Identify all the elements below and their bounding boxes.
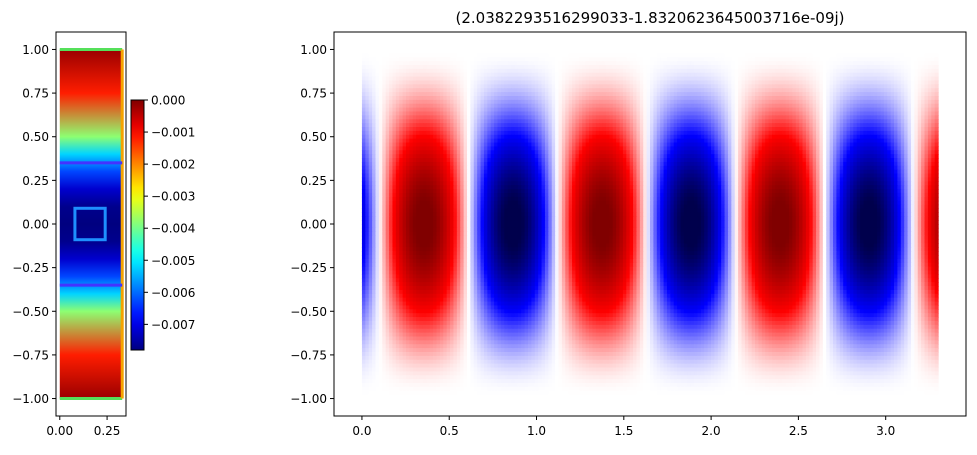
left-ytick-label: 0.50 (22, 130, 49, 144)
field-cell (935, 108, 939, 112)
field-cell (935, 96, 939, 100)
field-cell (935, 53, 939, 57)
left-ytick-label: 0.00 (22, 218, 49, 232)
field-cell (935, 57, 939, 61)
left-ytick-label: 0.75 (22, 87, 49, 101)
field-cell (935, 49, 939, 53)
field-cell (935, 143, 939, 147)
field-cell (935, 92, 939, 96)
field-cell (935, 115, 939, 119)
left-ytick-label: −0.75 (12, 348, 49, 362)
field-cell (935, 146, 939, 150)
field-cell (935, 100, 939, 104)
field-cell (935, 158, 939, 162)
left-y-axis: 1.00 0.75 0.50 0.25 0.00 −0.25 −0.50 −0.75 −1.00 (12, 43, 56, 406)
left-ytick-label: −1.00 (12, 392, 49, 406)
field-cell (935, 69, 939, 73)
colorbar-tick-label: −0.007 (151, 318, 195, 332)
colorbar-tick-label: 0.000 (151, 94, 185, 108)
field-cell (935, 127, 939, 131)
colorbar-tick-label: −0.005 (151, 254, 195, 268)
field-cell (935, 84, 939, 88)
field-cell (935, 77, 939, 81)
colorbar-tick-label: −0.002 (151, 158, 195, 172)
colorbar-tick-label: −0.001 (151, 126, 195, 140)
colorbar-tick-label: −0.003 (151, 190, 195, 204)
right-subplot: (2.0382293516299033-1.8320623645003716e-… (290, 9, 966, 438)
field-cell (935, 150, 939, 154)
colorbar-ticks: 0.000 −0.001 −0.002 −0.003 −0.004 −0.005 −0.00… (144, 94, 195, 332)
colorbar-tick-label: −0.006 (151, 286, 195, 300)
field-cell (935, 104, 939, 108)
left-ytick-label: 1.00 (22, 43, 49, 57)
left-xtick-label: 0.00 (46, 424, 73, 438)
left-subplot: 1.00 0.75 0.50 0.25 0.00 −0.25 −0.50 −0.75 −1.00… (12, 32, 126, 438)
field-cell (935, 123, 939, 127)
field-cell (935, 131, 939, 135)
left-x-axis: 0.00 0.25 (46, 416, 120, 438)
field-cell (935, 65, 939, 69)
field-cell (935, 61, 939, 65)
left-field-heatmap (60, 49, 122, 398)
field-cell (935, 139, 939, 143)
colorbar: 0.000 −0.001 −0.002 −0.003 −0.004 −0.005 −0.00… (131, 94, 195, 351)
colorbar-gradient (131, 100, 144, 350)
field-cell (935, 112, 939, 116)
left-ytick-label: −0.25 (12, 261, 49, 275)
left-xtick-label: 0.25 (94, 424, 121, 438)
field-cell (935, 119, 939, 123)
field-cell (935, 80, 939, 84)
field-cell (935, 88, 939, 92)
right-field-heatmap (362, 49, 939, 399)
colorbar-tick-label: −0.004 (151, 222, 195, 236)
left-ytick-label: 0.25 (22, 174, 49, 188)
left-ytick-label: −0.50 (12, 305, 49, 319)
field-cell (935, 73, 939, 77)
right-plot-title: (2.0382293516299033-1.8320623645003716e-… (455, 9, 844, 27)
field-cell (935, 135, 939, 139)
field-cell (935, 154, 939, 158)
